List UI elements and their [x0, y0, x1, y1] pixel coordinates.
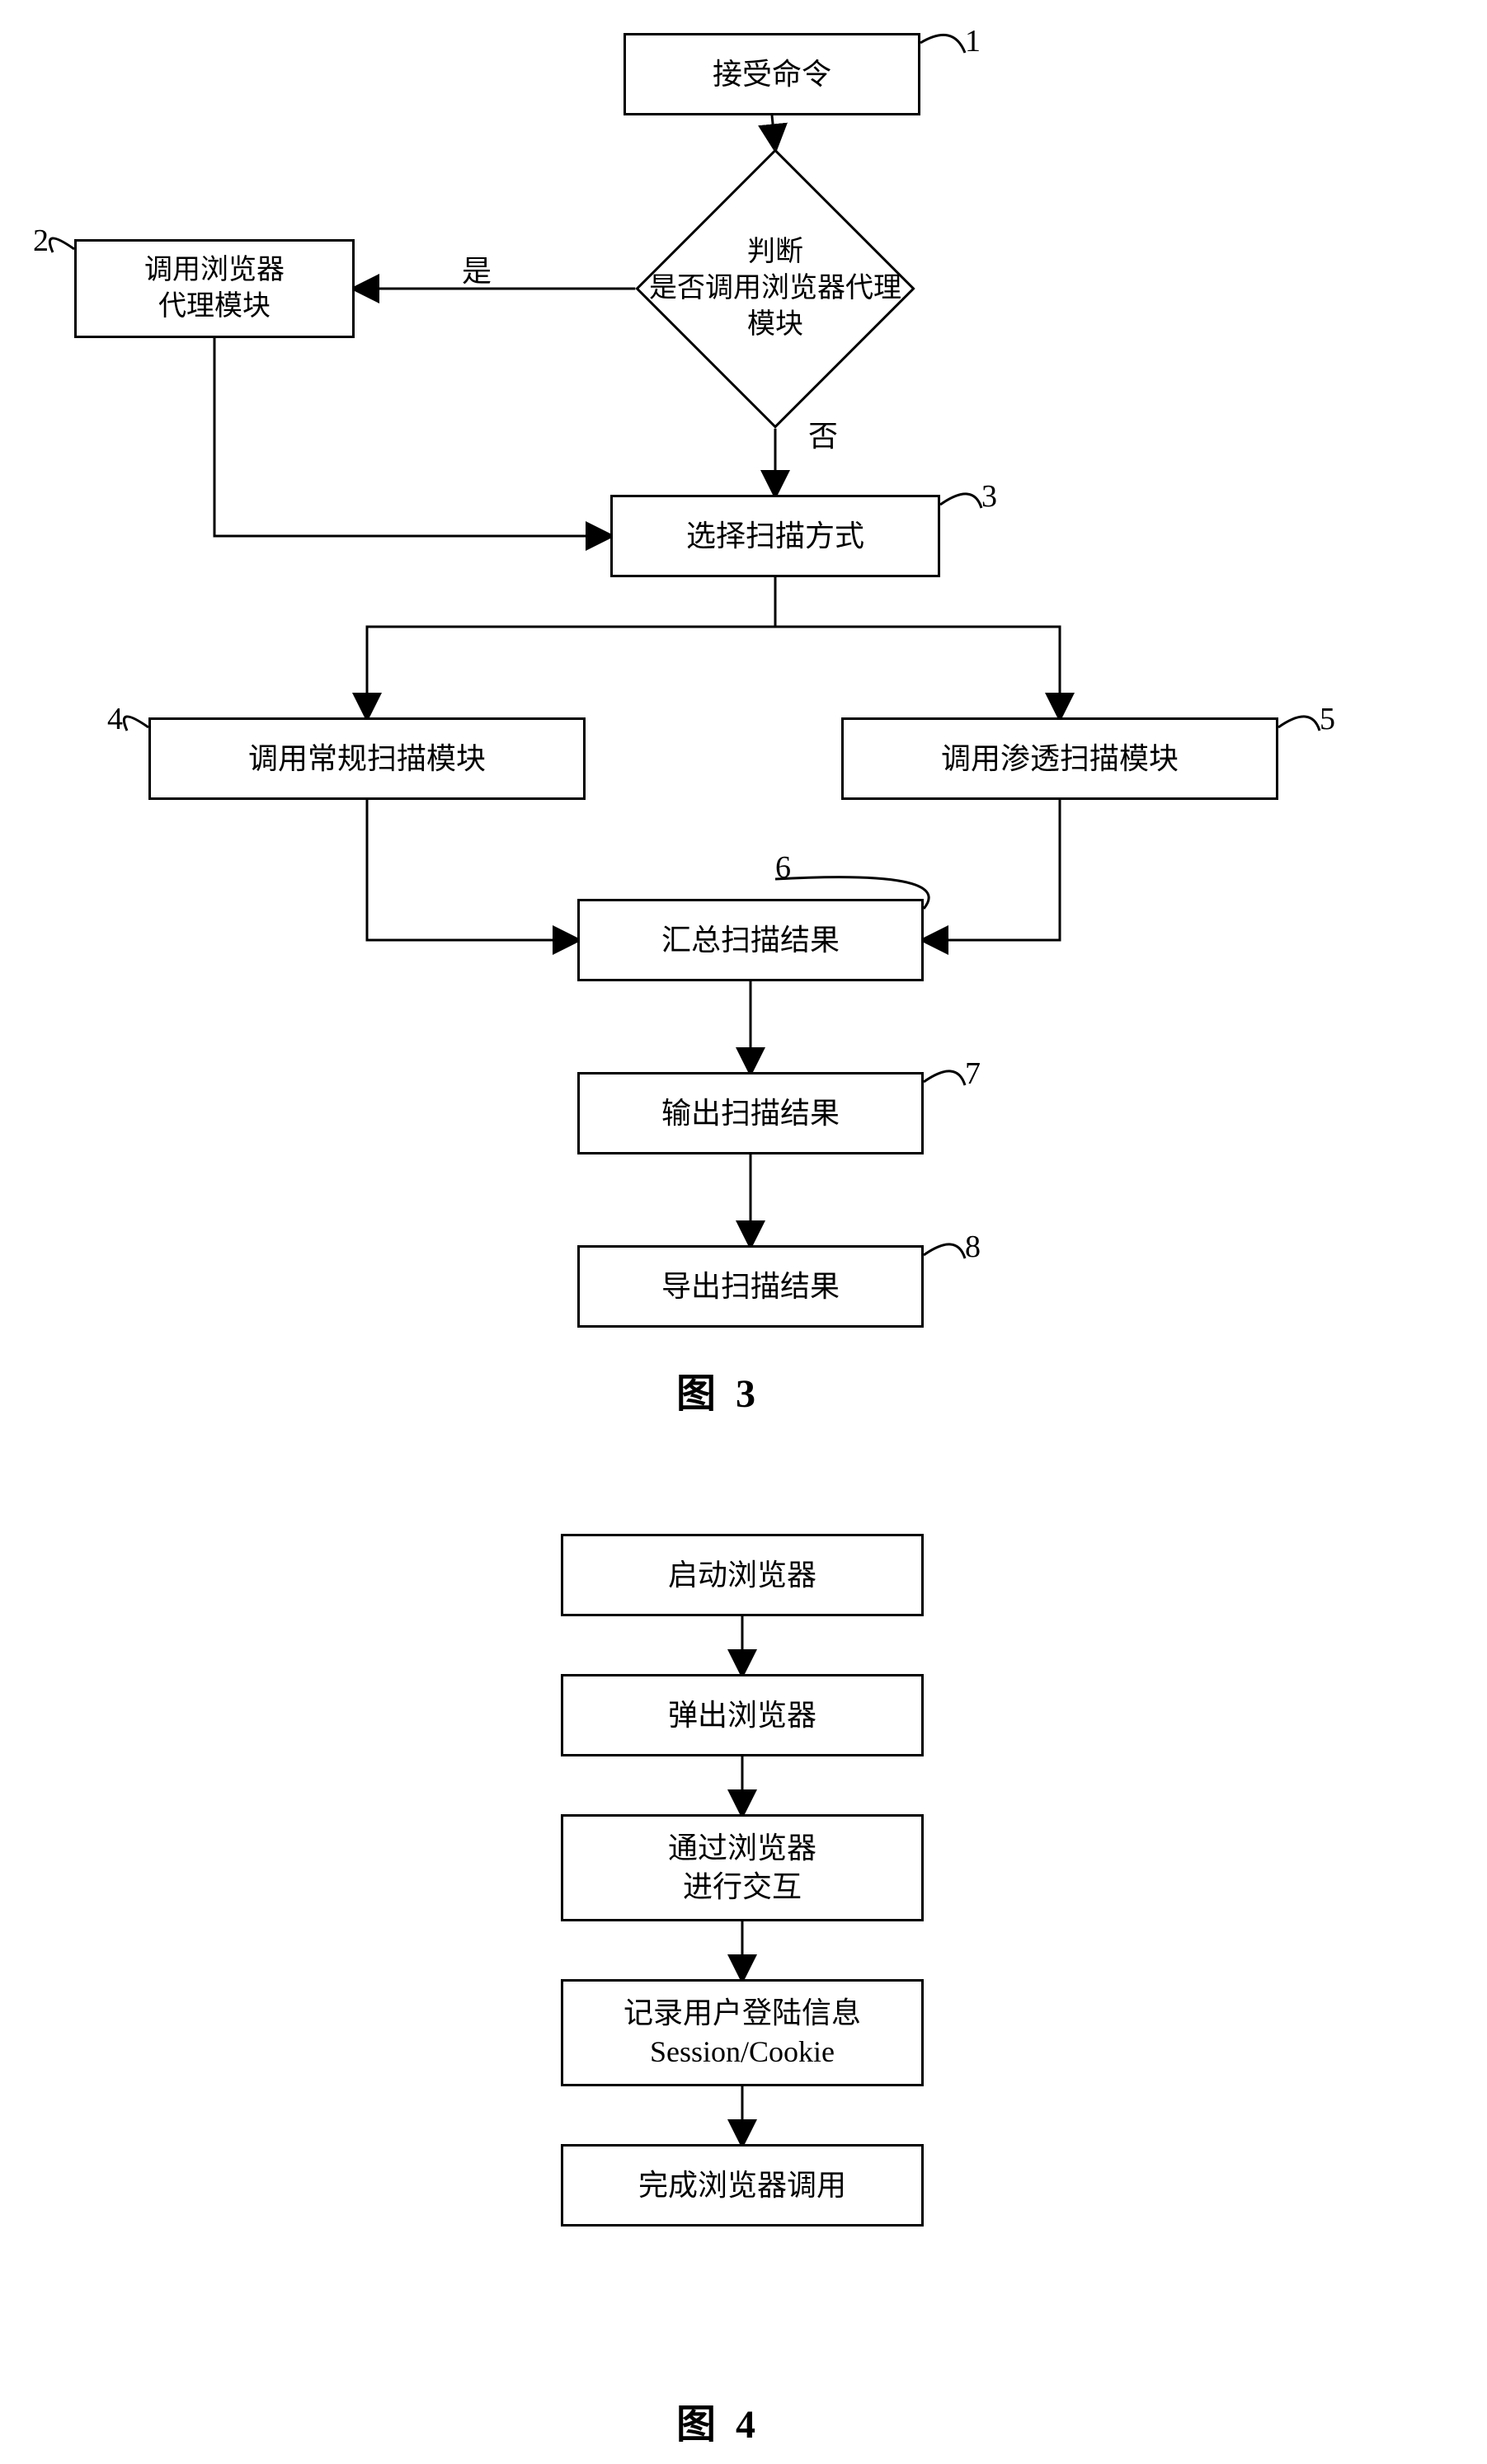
callout-number-4: 4: [107, 701, 123, 737]
node-normal-scan: 调用常规扫描模块: [148, 717, 586, 800]
node-text: 调用渗透扫描模块: [941, 740, 1179, 778]
fig4-step-5: 完成浏览器调用: [561, 2144, 924, 2227]
edge-label-yes: 是: [462, 247, 492, 290]
node-text: 调用浏览器 代理模块: [144, 252, 285, 325]
callout-number-3: 3: [981, 478, 997, 515]
node-output: 输出扫描结果: [577, 1072, 924, 1154]
node-text: 选择扫描方式: [686, 517, 864, 556]
node-text: 输出扫描结果: [661, 1094, 840, 1133]
diagram-canvas: 接受命令 判断 是否调用浏览器代理 模块 调用浏览器 代理模块 选择扫描方式 调…: [0, 0, 1487, 2464]
node-summarize: 汇总扫描结果: [577, 899, 924, 981]
node-decision-diamond: [635, 148, 915, 428]
node-export: 导出扫描结果: [577, 1245, 924, 1328]
figure3-caption: 图 3: [676, 1361, 760, 1418]
node-select-scan: 选择扫描方式: [610, 495, 940, 577]
fig4-step-4: 记录用户登陆信息 Session/Cookie: [561, 1979, 924, 2086]
figure4-caption: 图 4: [676, 2391, 760, 2449]
node-accept-command: 接受命令: [624, 33, 920, 115]
node-text: 接受命令: [713, 55, 831, 94]
node-browser-proxy: 调用浏览器 代理模块: [74, 239, 355, 338]
callout-number-2: 2: [33, 223, 49, 259]
fig4-step-3: 通过浏览器 进行交互: [561, 1814, 924, 1921]
callout-number-6: 6: [775, 849, 791, 886]
node-penetration-scan: 调用渗透扫描模块: [841, 717, 1278, 800]
callout-number-7: 7: [965, 1056, 981, 1092]
fig4-step-2: 弹出浏览器: [561, 1674, 924, 1756]
node-text: 调用常规扫描模块: [248, 740, 486, 778]
callout-number-5: 5: [1320, 701, 1335, 737]
edge-label-no: 否: [808, 412, 838, 455]
node-text: 导出扫描结果: [661, 1267, 840, 1306]
callout-number-8: 8: [965, 1229, 981, 1265]
callout-number-1: 1: [965, 23, 981, 59]
fig4-step-1: 启动浏览器: [561, 1534, 924, 1616]
node-text: 汇总扫描结果: [661, 921, 840, 960]
